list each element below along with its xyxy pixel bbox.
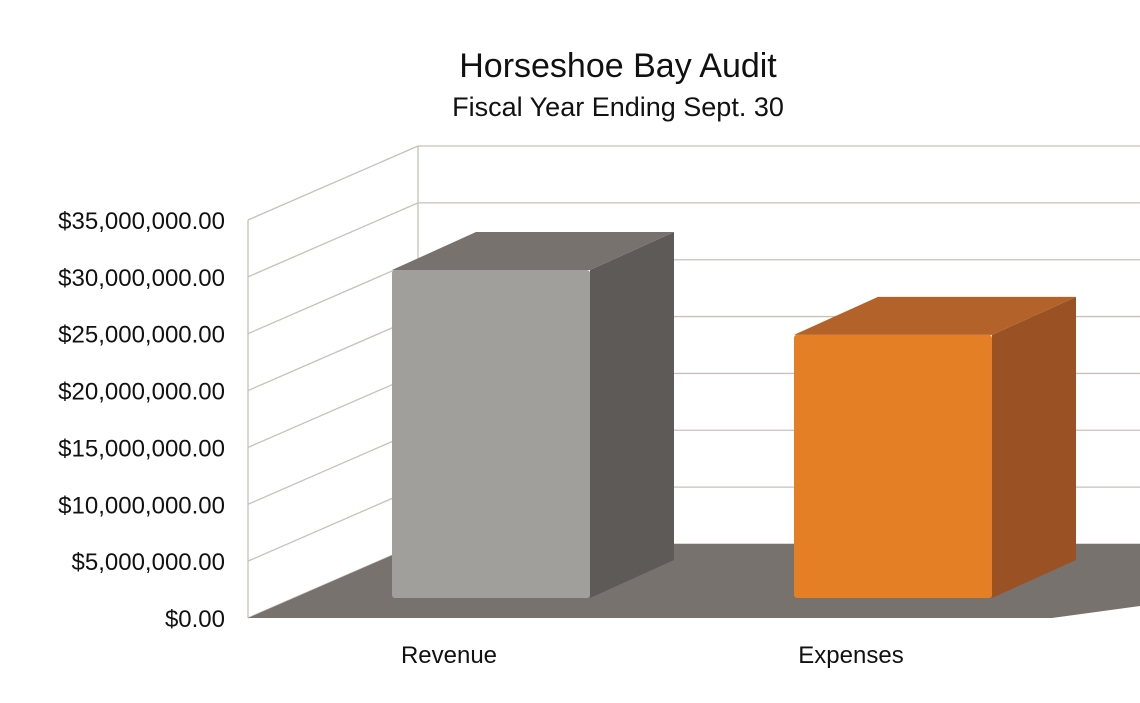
gridline-side (247, 429, 419, 505)
bar-expenses (794, 296, 1076, 598)
gridline-side (247, 202, 419, 278)
y-tick-label: $15,000,000.00 (58, 435, 225, 462)
chart-subtitle: Fiscal Year Ending Sept. 30 (452, 92, 784, 122)
bar-side (992, 296, 1076, 598)
chart-title: Horseshoe Bay Audit (459, 47, 777, 85)
y-tick-label: $0.00 (165, 606, 225, 633)
bar-revenue (392, 232, 674, 598)
gridline-side (247, 145, 419, 221)
bar-side (590, 232, 674, 598)
bar-front (794, 334, 992, 598)
bar-top (392, 232, 674, 271)
gridline-side (247, 486, 419, 562)
gridline-side (247, 259, 419, 335)
x-category-label: Expenses (798, 642, 903, 669)
x-category-label: Revenue (401, 642, 497, 669)
y-tick-label: $5,000,000.00 (72, 549, 225, 576)
bar-front (392, 270, 590, 598)
y-axis-tick-labels: $0.00 $5,000,000.00 $10,000,000.00 $15,000,… (58, 208, 225, 633)
y-tick-label: $30,000,000.00 (58, 265, 225, 292)
y-tick-label: $25,000,000.00 (58, 322, 225, 349)
gridline-side (247, 315, 419, 392)
y-tick-label: $20,000,000.00 (58, 379, 225, 406)
y-tick-label: $35,000,000.00 (58, 208, 225, 235)
bars (392, 232, 1076, 598)
y-tick-label: $10,000,000.00 (58, 492, 225, 519)
gridline-side (247, 372, 419, 449)
x-axis-category-labels: Revenue Expenses (401, 642, 904, 669)
bar-top (794, 296, 1076, 335)
